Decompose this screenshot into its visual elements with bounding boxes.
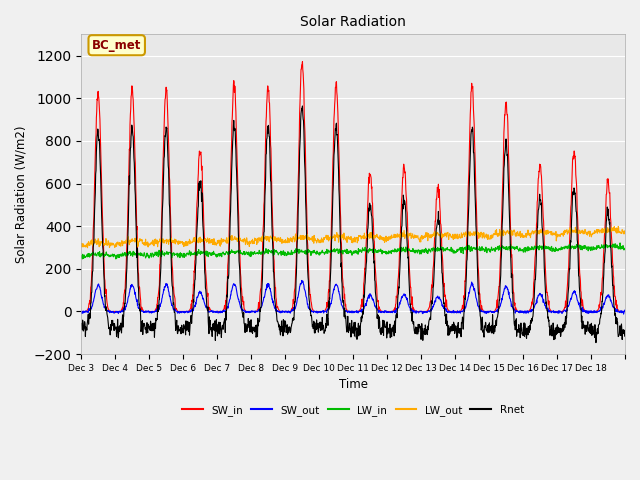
LW_in — [481, 246, 489, 252]
Text: BC_met: BC_met — [92, 39, 141, 52]
LW_out — [84, 245, 92, 251]
SW_out — [163, 281, 170, 287]
SW_out — [339, 304, 347, 310]
LW_out — [561, 228, 569, 233]
LW_in — [561, 245, 569, 251]
SW_out — [620, 311, 627, 317]
Line: LW_out: LW_out — [81, 227, 625, 248]
Y-axis label: Solar Radiation (W/m2): Solar Radiation (W/m2) — [15, 125, 28, 263]
Rnet — [561, 325, 569, 331]
LW_out — [614, 228, 621, 233]
LW_in — [112, 256, 120, 262]
SW_in — [163, 84, 170, 90]
Legend: SW_in, SW_out, LW_in, LW_out, Rnet: SW_in, SW_out, LW_in, LW_out, Rnet — [178, 401, 528, 420]
SW_in — [329, 176, 337, 181]
SW_out — [298, 277, 305, 283]
Rnet — [339, 298, 347, 303]
Rnet — [481, 325, 489, 331]
LW_in — [614, 243, 621, 249]
LW_in — [163, 251, 170, 256]
LW_out — [614, 224, 622, 229]
LW_in — [329, 248, 337, 254]
SW_out — [481, 310, 489, 316]
Line: LW_in: LW_in — [81, 243, 625, 259]
LW_in — [77, 254, 85, 260]
LW_out — [339, 234, 347, 240]
SW_in — [561, 304, 569, 310]
Line: Rnet: Rnet — [81, 106, 625, 343]
Rnet — [299, 103, 307, 109]
SW_out — [561, 307, 569, 313]
LW_in — [339, 251, 347, 257]
SW_out — [77, 311, 85, 316]
Line: SW_out: SW_out — [81, 280, 625, 314]
Rnet — [614, 334, 622, 339]
LW_in — [616, 240, 624, 246]
SW_in — [614, 307, 621, 312]
Line: SW_in: SW_in — [81, 62, 625, 312]
SW_out — [621, 307, 628, 313]
LW_out — [621, 228, 628, 234]
SW_in — [339, 277, 347, 283]
Rnet — [329, 205, 337, 211]
SW_in — [621, 309, 628, 314]
SW_in — [299, 59, 307, 65]
Rnet — [163, 124, 170, 130]
LW_out — [481, 233, 489, 239]
Rnet — [592, 340, 600, 346]
LW_in — [621, 245, 628, 251]
SW_out — [329, 291, 337, 297]
LW_out — [163, 240, 170, 246]
SW_in — [481, 309, 489, 314]
LW_out — [329, 235, 337, 240]
SW_in — [77, 309, 85, 314]
Title: Solar Radiation: Solar Radiation — [300, 15, 406, 29]
Rnet — [621, 333, 628, 339]
LW_out — [77, 242, 85, 248]
Rnet — [77, 322, 85, 327]
X-axis label: Time: Time — [339, 378, 367, 391]
SW_out — [614, 308, 621, 314]
